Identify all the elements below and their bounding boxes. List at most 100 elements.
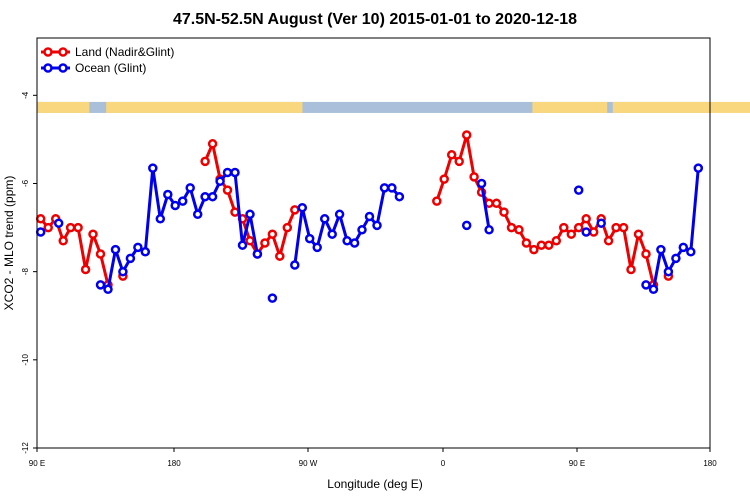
point-land [618, 222, 629, 233]
point-land [581, 214, 591, 224]
point-ocean [693, 163, 704, 173]
strip-land [612, 101, 750, 113]
point-land [65, 222, 76, 233]
point-ocean [312, 242, 322, 253]
point-ocean [103, 284, 113, 295]
point-land [514, 225, 524, 235]
point-ocean [327, 229, 337, 239]
point-ocean [215, 176, 225, 187]
point-ocean [648, 284, 659, 295]
y-tick-label: -8 [21, 268, 30, 276]
point-land [559, 222, 569, 233]
point-ocean [357, 225, 367, 235]
point-ocean [297, 202, 308, 213]
point-land [566, 229, 577, 239]
point-land [544, 240, 554, 250]
x-axis-label: Longitude (deg E) [327, 477, 422, 491]
point-ocean [461, 220, 472, 231]
legend-marker-land [43, 47, 53, 57]
point-land [573, 222, 584, 233]
point-land [73, 222, 83, 233]
point-ocean [573, 185, 584, 195]
point-land [207, 139, 218, 149]
x-tick-label: 90 W [299, 459, 318, 468]
point-land [95, 249, 106, 259]
point-ocean [140, 247, 151, 257]
point-ocean [207, 191, 218, 202]
point-land [603, 236, 614, 246]
point-ocean [133, 242, 143, 253]
point-land [551, 236, 562, 246]
point-ocean [319, 214, 330, 224]
x-tick-label: 180 [167, 459, 181, 468]
chart-title: 47.5N-52.5N August (Ver 10) 2015-01-01 t… [173, 11, 577, 28]
series-group [35, 130, 704, 303]
point-ocean [349, 238, 360, 248]
point-ocean [678, 242, 689, 253]
legend-label-land: Land (Nadir&Glint) [75, 45, 174, 59]
point-land [641, 249, 651, 259]
x-tick-label: 90 E [29, 459, 45, 468]
point-land [506, 222, 517, 233]
point-ocean [379, 183, 390, 193]
point-land [200, 156, 210, 167]
point-ocean [671, 253, 681, 264]
point-ocean [148, 163, 158, 173]
point-land [633, 229, 644, 239]
point-ocean [484, 225, 494, 235]
point-ocean [237, 240, 248, 250]
point-ocean [476, 178, 487, 189]
point-land [80, 264, 91, 275]
point-ocean [252, 249, 263, 259]
point-ocean [155, 214, 166, 224]
point-ocean [372, 220, 382, 231]
point-land [446, 150, 457, 160]
point-land [454, 156, 464, 167]
point-land [222, 185, 233, 195]
y-tick-label: -6 [21, 179, 30, 187]
point-ocean [53, 218, 64, 228]
point-ocean [125, 253, 136, 264]
legend-marker-ocean [43, 63, 53, 73]
legend-label-ocean: Ocean (Glint) [75, 61, 146, 75]
point-ocean [334, 209, 345, 220]
point-ocean [110, 244, 121, 255]
strip-ocean [37, 101, 710, 113]
y-axis-label: XCO2 - MLO trend (ppm) [2, 176, 16, 311]
strip-land [532, 101, 608, 113]
point-land [529, 244, 539, 255]
point-ocean [177, 196, 188, 206]
point-ocean [290, 260, 300, 270]
series-line-ocean [293, 186, 401, 266]
point-land [521, 238, 532, 248]
point-land [267, 229, 278, 239]
point-ocean [185, 183, 195, 193]
point-ocean [222, 167, 233, 178]
point-ocean [581, 227, 591, 237]
legend: Land (Nadir&Glint) Ocean (Glint) [41, 45, 174, 75]
legend-marker-land [58, 47, 68, 57]
point-land [282, 222, 293, 233]
y-tick-label: -12 [21, 442, 30, 454]
point-ocean [267, 293, 278, 303]
point-ocean [170, 200, 180, 211]
y-tick-label: -4 [21, 91, 30, 99]
series-line-land [435, 133, 655, 286]
point-land [43, 222, 53, 233]
point-ocean [394, 191, 405, 202]
point-land [536, 240, 547, 250]
point-land [439, 174, 449, 184]
point-ocean [641, 280, 651, 290]
point-land [58, 236, 68, 246]
point-land [588, 227, 599, 237]
point-ocean [686, 247, 696, 257]
point-ocean [387, 183, 397, 193]
point-ocean [192, 209, 203, 220]
point-land [260, 238, 270, 248]
x-tick-label: 180 [703, 459, 717, 468]
point-ocean [163, 189, 173, 200]
plot-frame [36, 37, 711, 449]
point-ocean [304, 233, 315, 244]
point-ocean [118, 266, 128, 277]
